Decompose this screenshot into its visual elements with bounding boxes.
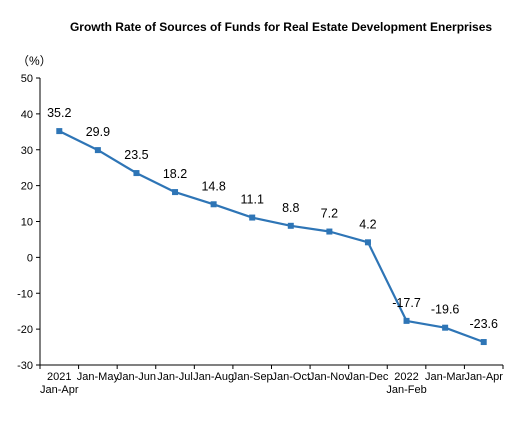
x-tick-label: Jan-Jun: [117, 371, 156, 383]
data-label: 8.8: [282, 201, 299, 215]
data-label: 35.2: [47, 106, 71, 120]
y-tick-label: 10: [21, 217, 33, 229]
x-tick-label: Jan-Apr: [464, 371, 503, 383]
data-label: 14.8: [201, 179, 225, 193]
data-label: 29.9: [86, 125, 110, 139]
data-point: [172, 189, 179, 196]
data-point: [133, 170, 140, 177]
data-label: -19.6: [431, 303, 460, 317]
data-point: [403, 317, 410, 324]
data-label: -17.7: [392, 296, 421, 310]
y-tick-label: 30: [21, 145, 33, 157]
y-tick-label: -30: [17, 360, 33, 372]
data-point: [480, 339, 487, 346]
y-tick-label: 40: [21, 109, 33, 121]
series-line: [58, 130, 485, 344]
y-tick-label: -20: [17, 324, 33, 336]
x-tick-label: Jan-Jul: [157, 371, 192, 383]
x-tick-label: Jan-Oct: [272, 371, 311, 383]
data-point: [210, 201, 217, 208]
data-point: [364, 239, 371, 246]
data-label: 18.2: [163, 167, 187, 181]
data-point: [326, 228, 333, 235]
x-tick-label: 2021 Jan-Apr: [40, 371, 79, 396]
x-tick-label: Jan-Sep: [232, 371, 273, 383]
data-label: 11.1: [241, 193, 264, 207]
data-point: [94, 147, 101, 154]
data-label: 23.5: [124, 148, 148, 162]
data-label: 7.2: [321, 207, 338, 221]
x-tick-label: 2022 Jan-Feb: [386, 371, 426, 396]
x-tick-label: Jan-Nov: [309, 371, 350, 383]
x-tick-label: Jan-Mar: [425, 371, 466, 383]
data-point: [249, 214, 256, 221]
y-tick-label: 50: [21, 73, 33, 85]
chart-title: Growth Rate of Sources of Funds for Real…: [69, 20, 493, 34]
data-point: [287, 222, 294, 229]
data-label: -23.6: [469, 317, 498, 331]
y-tick-label: 20: [21, 181, 33, 193]
data-point: [442, 324, 449, 331]
x-tick-label: Jan-Dec: [347, 371, 388, 383]
data-label: 4.2: [359, 217, 376, 231]
x-tick-label: Jan-May: [77, 371, 120, 383]
y-tick-label: 0: [27, 252, 33, 264]
y-axis-unit-label: （%）: [17, 54, 52, 68]
data-point: [56, 128, 63, 135]
x-tick-label: Jan-Aug: [193, 371, 234, 383]
y-tick-label: -10: [17, 288, 33, 300]
